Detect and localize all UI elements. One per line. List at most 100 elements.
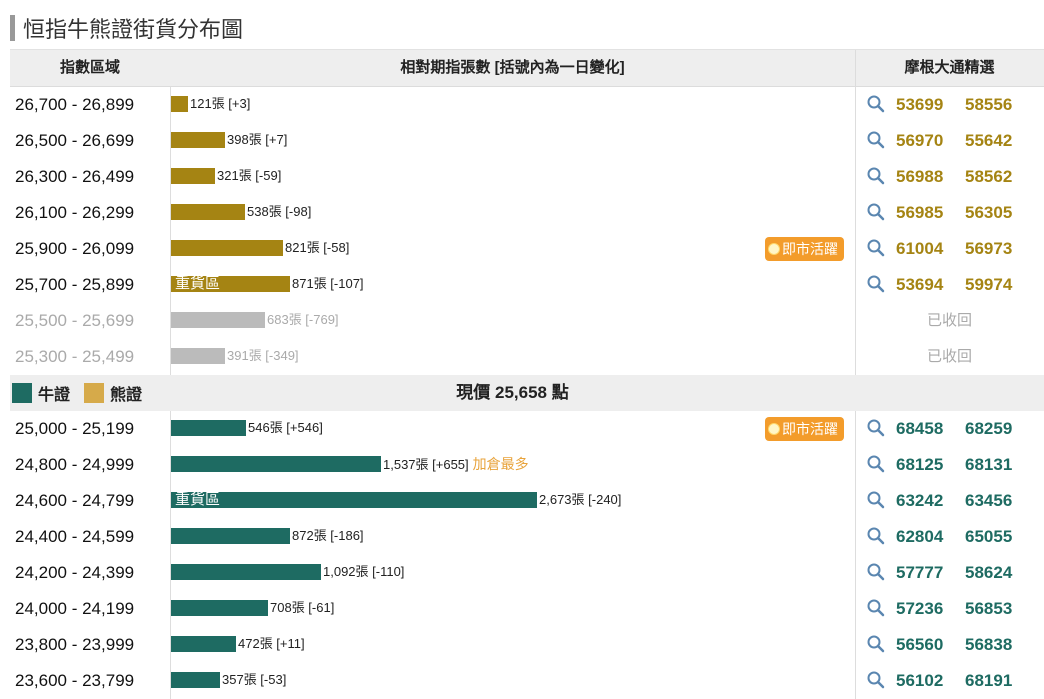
warrant-code-link[interactable]: 56305	[965, 203, 1013, 222]
contract-bar	[171, 528, 290, 544]
heavy-zone-tag: 重貨區	[175, 491, 221, 508]
magnifier-icon[interactable]	[866, 238, 886, 258]
warrant-code-link[interactable]: 56853	[965, 599, 1013, 618]
magnifier-icon[interactable]	[866, 94, 886, 114]
warrant-code-link[interactable]: 53694	[896, 275, 944, 294]
warrant-code-link[interactable]: 58624	[965, 563, 1013, 582]
chart-axis-line	[170, 555, 171, 591]
bull-swatch	[12, 383, 32, 403]
warrant-code-link[interactable]: 56988	[896, 167, 944, 186]
warrant-code-link[interactable]: 56102	[896, 671, 944, 690]
current-price-row: 牛證 熊證 現價 25,658 點	[10, 375, 1044, 411]
bar-value-label: 1,092張 [-110]	[323, 564, 404, 580]
magnifier-icon[interactable]	[866, 454, 886, 474]
picks-divider	[855, 663, 856, 699]
picks-divider	[855, 87, 856, 123]
header-chart: 相對期指張數 [括號內為一日變化]	[400, 59, 625, 76]
picks-divider	[855, 231, 856, 267]
index-range: 24,600 - 24,799	[15, 491, 135, 510]
warrant-code-link[interactable]: 68458	[896, 419, 944, 438]
picks-divider	[855, 447, 856, 483]
legend: 牛證 熊證	[10, 375, 142, 411]
recalled-label: 已收回	[926, 348, 972, 365]
bar-value-text: 546張 [+546]	[248, 420, 323, 435]
warrant-code-link[interactable]: 68259	[965, 419, 1013, 438]
table-row: 24,600 - 24,799 重貨區 2,673張 [-240] 63242 6345…	[10, 483, 1044, 519]
contract-bar	[171, 456, 381, 472]
bar-value-text: 871張 [-107]	[292, 276, 364, 291]
bar-value-text: 357張 [-53]	[222, 672, 287, 687]
magnifier-icon[interactable]	[866, 670, 886, 690]
chart-axis-line	[170, 411, 171, 447]
warrant-code-link[interactable]: 62804	[896, 527, 944, 546]
warrant-code-link[interactable]: 68191	[965, 671, 1013, 690]
warrant-code-link[interactable]: 56985	[896, 203, 944, 222]
warrant-code-link[interactable]: 56838	[965, 635, 1013, 654]
table-row: 23,800 - 23,999 472張 [+11] 56560 56838	[10, 627, 1044, 663]
chart-axis-line	[170, 87, 171, 123]
table-row: 26,700 - 26,899 121張 [+3] 53699 58556	[10, 87, 1044, 123]
header-range: 指數區域	[59, 59, 120, 76]
bar-value-label: 683張 [-769]	[267, 312, 339, 328]
index-range: 25,700 - 25,899	[15, 275, 135, 294]
warrant-code-link[interactable]: 63456	[965, 491, 1013, 510]
index-range: 25,900 - 26,099	[15, 239, 135, 258]
warrant-code-link[interactable]: 68131	[965, 455, 1013, 474]
bar-value-text: 1,537張 [+655]	[383, 457, 469, 472]
bar-value-label: 357張 [-53]	[222, 672, 286, 688]
magnifier-icon[interactable]	[866, 490, 886, 510]
warrant-code-link[interactable]: 65055	[965, 527, 1013, 546]
contract-bar	[171, 168, 215, 184]
chart-axis-line	[170, 591, 171, 627]
warrant-code-link[interactable]: 57236	[896, 599, 944, 618]
magnifier-icon[interactable]	[866, 634, 886, 654]
table-row: 24,000 - 24,199 708張 [-61] 57236 56853	[10, 591, 1044, 627]
bar-value-text: 121張 [+3]	[190, 96, 251, 111]
bar-value-text: 2,673張 [-240]	[539, 492, 622, 507]
warrant-code-link[interactable]: 59974	[965, 275, 1013, 294]
bar-value-text: 472張 [+11]	[238, 636, 305, 651]
magnifier-icon[interactable]	[866, 166, 886, 186]
contract-bar	[171, 132, 225, 148]
chart-axis-line	[170, 339, 171, 375]
warrant-code-link[interactable]: 55642	[965, 131, 1013, 150]
warrant-code-link[interactable]: 57777	[896, 563, 944, 582]
current-price: 現價 25,658 點	[456, 383, 569, 402]
index-range: 25,000 - 25,199	[15, 419, 135, 438]
magnifier-icon[interactable]	[866, 130, 886, 150]
magnifier-icon[interactable]	[866, 418, 886, 438]
active-badge[interactable]: 即市活躍	[765, 237, 844, 261]
contract-bar: 重貨區	[171, 275, 290, 292]
bar-value-text: 321張 [-59]	[217, 168, 282, 183]
bear-section: 26,700 - 26,899 121張 [+3] 53699 58556 26,500…	[10, 87, 1044, 375]
magnifier-icon[interactable]	[866, 562, 886, 582]
warrant-code-link[interactable]: 61004	[896, 239, 944, 258]
contract-bar	[171, 600, 268, 616]
magnifier-icon[interactable]	[866, 526, 886, 546]
warrant-code-link[interactable]: 56560	[896, 635, 944, 654]
warrant-code-link[interactable]: 56970	[896, 131, 944, 150]
picks-divider	[855, 339, 856, 375]
sun-icon	[769, 424, 779, 434]
table-row: 24,200 - 24,399 1,092張 [-110] 57777 58624	[10, 555, 1044, 591]
distribution-table: 指數區域 相對期指張數 [括號內為一日變化] 摩根大通精選 26,700 - 2…	[10, 49, 1044, 699]
warrant-code-link[interactable]: 63242	[896, 491, 944, 510]
warrant-code-link[interactable]: 58556	[965, 95, 1013, 114]
picks-divider	[855, 303, 856, 339]
chart-axis-line	[170, 627, 171, 663]
warrant-code-link[interactable]: 68125	[896, 455, 944, 474]
magnifier-icon[interactable]	[866, 274, 886, 294]
magnifier-icon[interactable]	[866, 598, 886, 618]
table-row: 25,500 - 25,699 683張 [-769] 已收回	[10, 303, 1044, 339]
warrant-code-link[interactable]: 58562	[965, 167, 1013, 186]
index-range: 24,000 - 24,199	[15, 599, 135, 618]
active-badge[interactable]: 即市活躍	[765, 417, 844, 441]
bar-value-text: 1,092張 [-110]	[323, 564, 405, 579]
magnifier-icon[interactable]	[866, 202, 886, 222]
warrant-code-link[interactable]: 56973	[965, 239, 1013, 258]
warrant-code-link[interactable]: 53699	[896, 95, 944, 114]
bar-value-label: 121張 [+3]	[190, 96, 250, 112]
index-range: 25,500 - 25,699	[15, 311, 135, 330]
bear-swatch	[84, 383, 105, 403]
bar-value-text: 821張 [-58]	[285, 240, 350, 255]
